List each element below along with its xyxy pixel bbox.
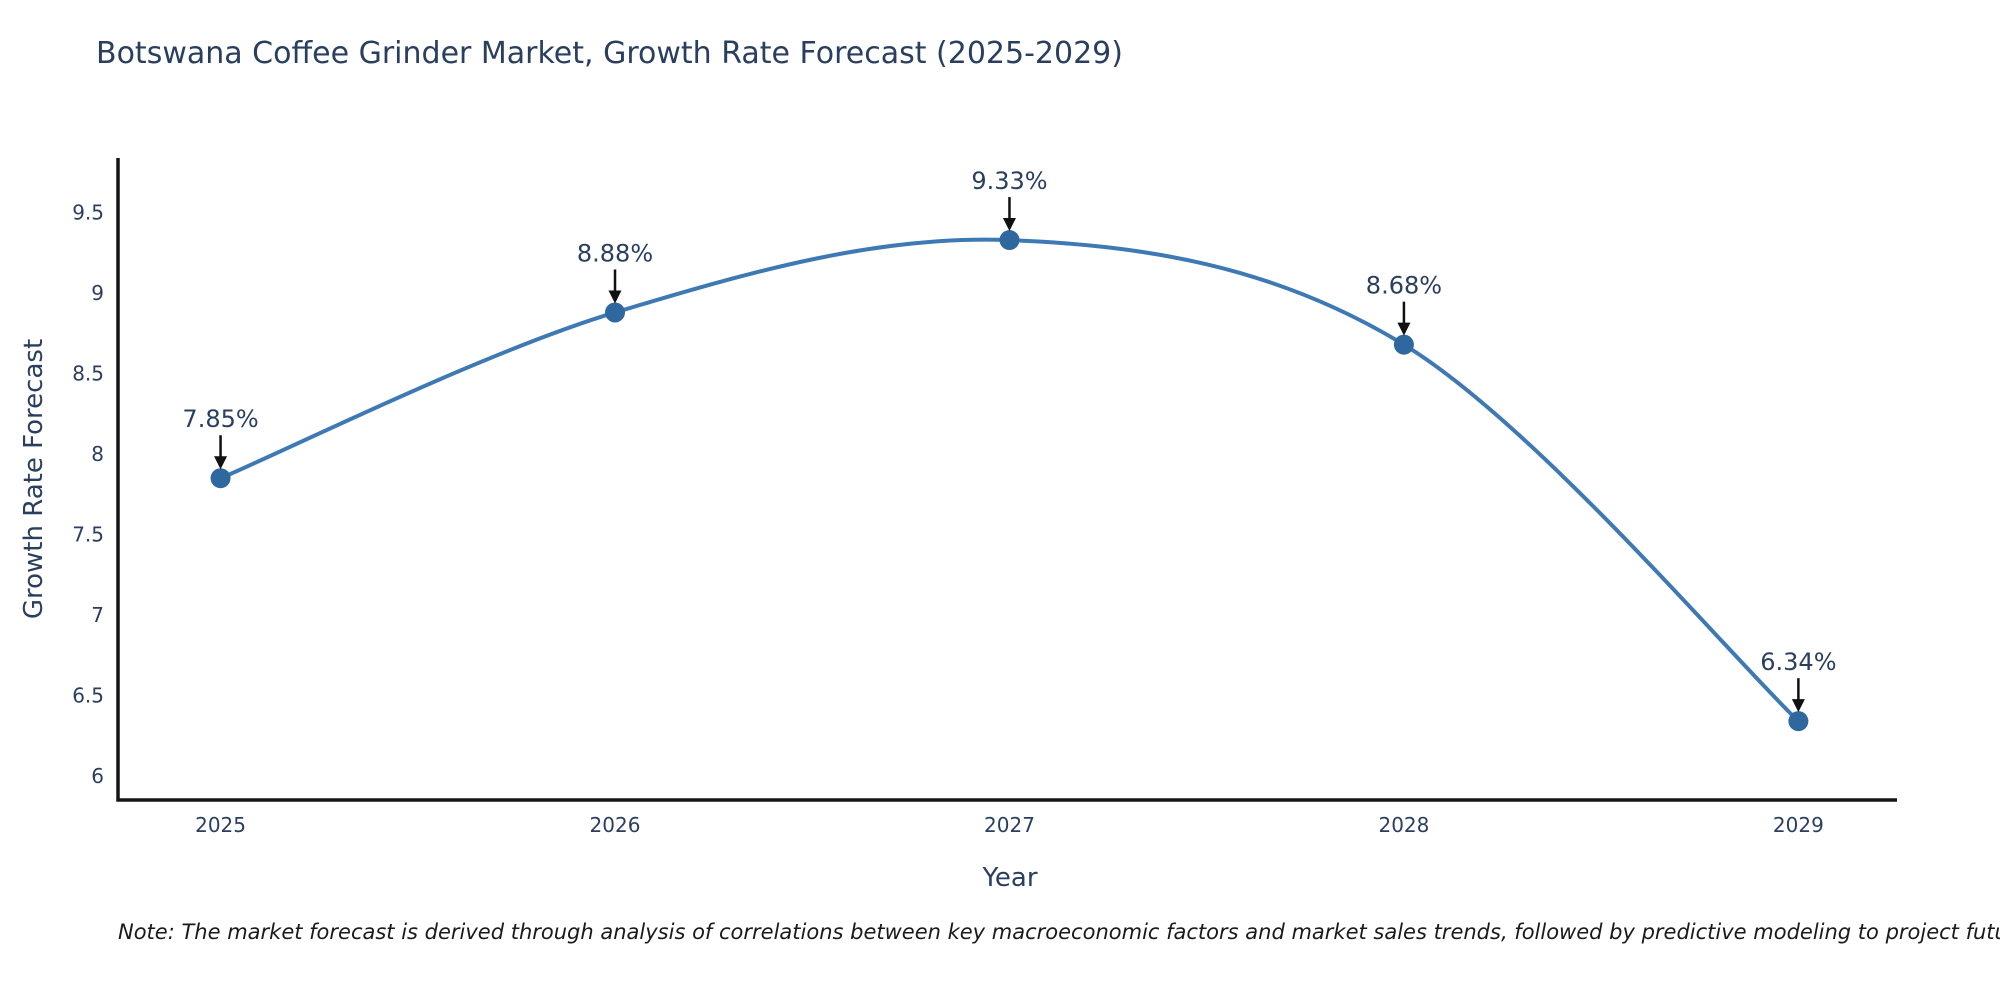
annotation-arrowhead-icon: [1791, 699, 1805, 713]
annotation-arrowhead-icon: [608, 290, 622, 304]
x-tick-label: 2028: [1378, 813, 1429, 837]
y-tick-label: 6.5: [72, 683, 104, 707]
data-point-marker: [1788, 711, 1809, 732]
data-point-label: 9.33%: [971, 167, 1047, 195]
x-tick-label: 2027: [984, 813, 1035, 837]
trend-line: [218, 237, 1801, 724]
chart-title: Botswana Coffee Grinder Market, Growth R…: [96, 36, 1123, 71]
y-tick-label: 6: [91, 764, 104, 788]
y-axis-title: Growth Rate Forecast: [19, 338, 49, 620]
x-tick-label: 2029: [1773, 813, 1824, 837]
data-point-marker: [605, 302, 626, 323]
data-point-label: 8.88%: [577, 239, 653, 267]
y-tick-label: 8.5: [72, 362, 104, 386]
data-point-label: 7.85%: [182, 405, 258, 433]
x-tick-label: 2025: [195, 813, 246, 837]
y-tick-label: 8: [91, 442, 104, 466]
x-tick-label: 2026: [590, 813, 641, 837]
y-tick-label: 9: [91, 281, 104, 305]
annotation-arrowhead-icon: [1002, 218, 1016, 232]
y-tick-label: 7.5: [72, 523, 104, 547]
data-point-marker: [1393, 334, 1414, 355]
footnote: Note: The market forecast is derived thr…: [118, 920, 2000, 944]
data-point-marker: [210, 468, 231, 489]
x-axis-title: Year: [982, 863, 1038, 893]
annotation-arrowhead-icon: [1397, 322, 1411, 336]
annotation-arrowhead-icon: [214, 456, 228, 470]
data-point-label: 6.34%: [1760, 648, 1836, 676]
data-point-marker: [999, 230, 1020, 251]
axis-spines: [116, 158, 1897, 802]
y-tick-label: 7: [91, 603, 104, 627]
y-tick-label: 9.5: [72, 201, 104, 225]
data-point-label: 8.68%: [1366, 272, 1442, 300]
